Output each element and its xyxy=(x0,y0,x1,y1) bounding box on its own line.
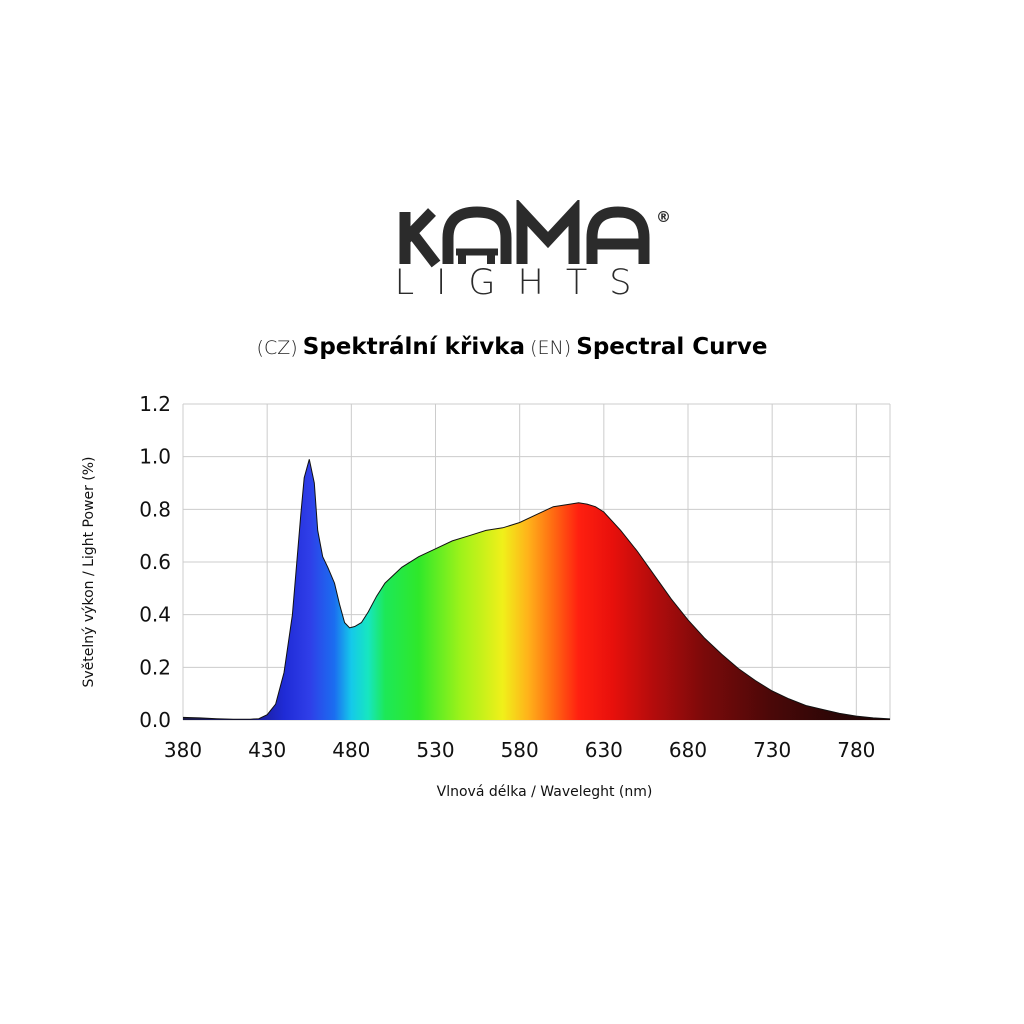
y-tick-label: 1.0 xyxy=(139,445,171,469)
cz-language-tag: (CZ) xyxy=(256,337,298,359)
en-language-tag: (EN) xyxy=(530,337,572,359)
x-tick-labels: 380 430 480 530 580 630 680 730 780 xyxy=(164,738,876,762)
y-tick-label: 0.8 xyxy=(139,497,171,521)
y-tick-label: 0.6 xyxy=(139,550,171,574)
y-tick-label: 1.2 xyxy=(139,392,171,416)
en-title: Spectral Curve xyxy=(576,334,768,360)
x-tick-label: 730 xyxy=(753,738,791,762)
spectral-outline xyxy=(182,459,891,720)
y-tick-label: 0.0 xyxy=(139,708,171,732)
y-tick-label: 0.2 xyxy=(139,655,171,679)
chart-header: (CZ) Spektrální křivka (EN) Spectral Cur… xyxy=(0,334,1024,360)
logo-registered-mark: ® xyxy=(656,208,671,226)
spectral-curve-chart: 0.0 0.2 0.4 0.6 0.8 1.0 1.2 380 430 480 530 580 630… xyxy=(81,392,891,800)
x-tick-label: 630 xyxy=(585,738,623,762)
x-tick-label: 380 xyxy=(164,738,202,762)
x-tick-label: 530 xyxy=(416,738,454,762)
logo-subline: LIGHTS xyxy=(395,263,654,300)
x-tick-label: 430 xyxy=(248,738,286,762)
logo-mark xyxy=(399,200,650,268)
x-axis-label: Vlnová délka / Waveleght (nm) xyxy=(437,784,653,800)
y-tick-label: 0.4 xyxy=(139,603,171,627)
cz-title: Spektrální křivka xyxy=(302,334,526,360)
spectral-area xyxy=(183,459,890,720)
x-tick-label: 680 xyxy=(669,738,707,762)
x-tick-label: 780 xyxy=(837,738,875,762)
x-tick-label: 580 xyxy=(501,738,539,762)
y-tick-labels: 0.0 0.2 0.4 0.6 0.8 1.0 1.2 xyxy=(139,392,171,732)
y-axis-label: Světelný výkon / Light Power (%) xyxy=(81,456,97,687)
x-tick-label: 480 xyxy=(332,738,370,762)
koma-lights-logo: ® LIGHTS xyxy=(395,200,671,300)
